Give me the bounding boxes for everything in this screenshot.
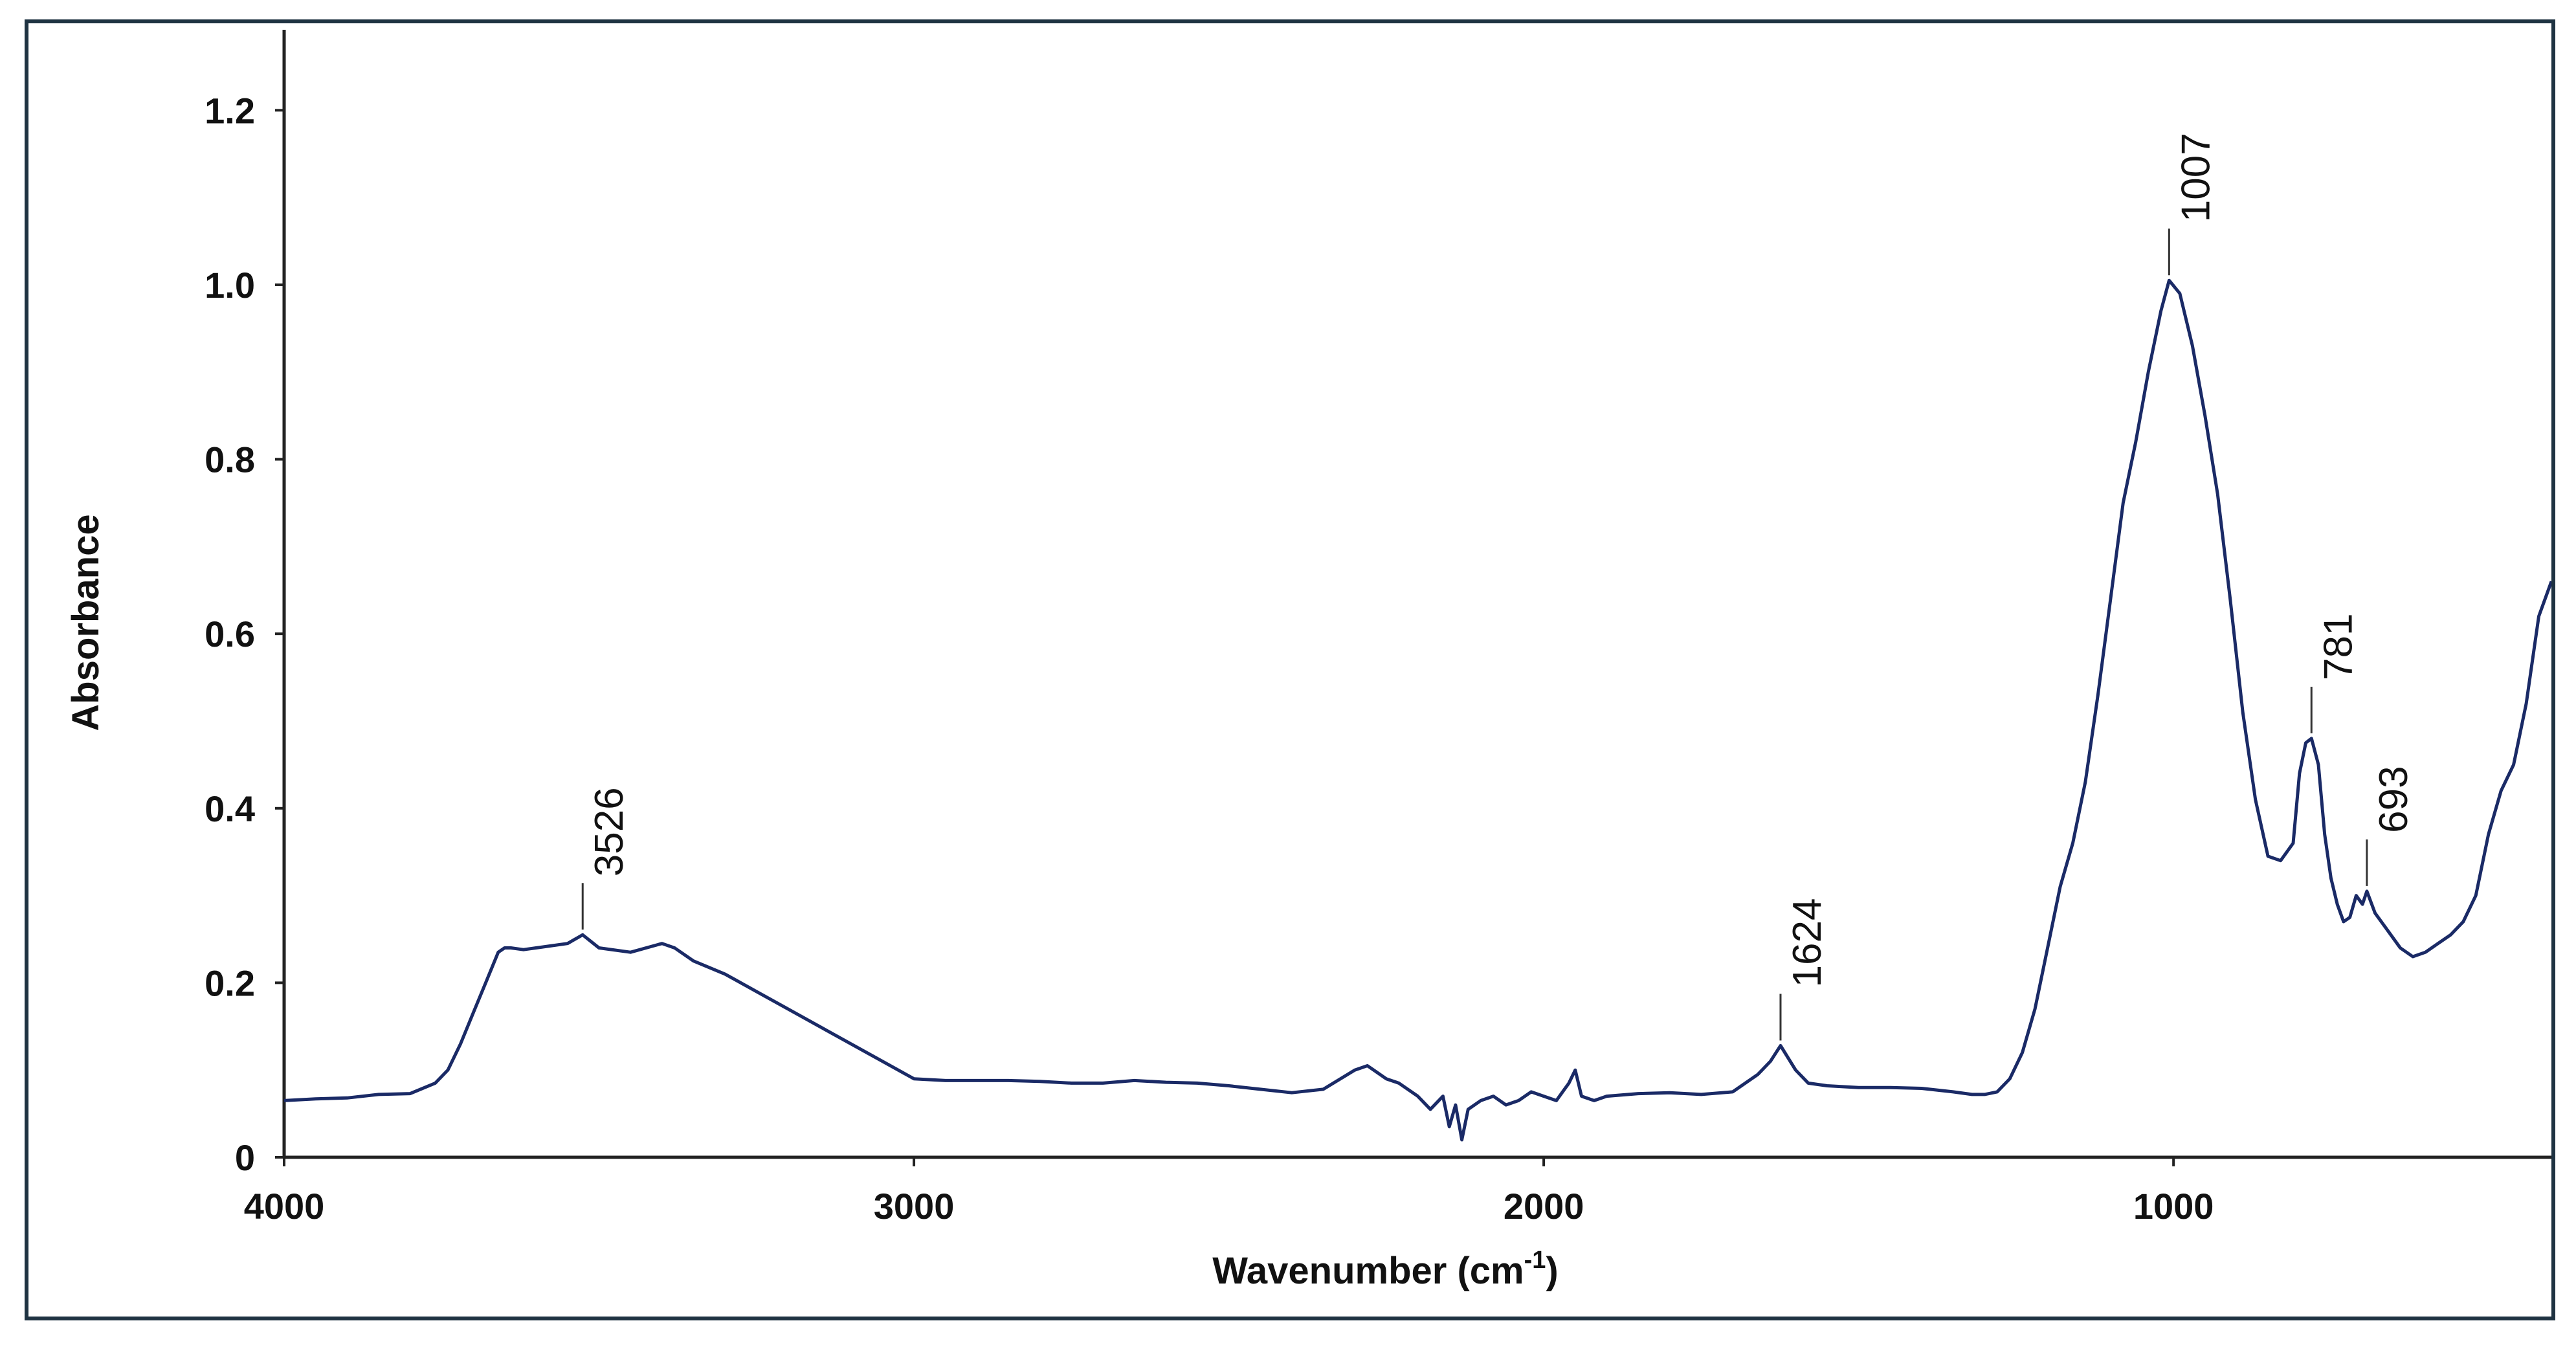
y-tick-label: 1.0 [205,265,255,306]
x-axis-title-close: ) [1546,1250,1558,1292]
chart-frame: 0 0.2 0.4 0.6 0.8 1.0 1.2 4000 3000 2000 1000 352… [25,19,2555,1320]
y-tick-label: 0.6 [205,614,255,654]
peak-label-1007: 1007 [2173,133,2218,222]
peak-label-781: 781 [2316,613,2360,680]
x-tick-label: 3000 [874,1186,955,1227]
y-tick-label: 0.8 [205,439,255,480]
y-axis-title: Absorbance [65,514,107,731]
y-tick-label: 0.2 [205,962,255,1003]
x-axis-title-superscript: -1 [1524,1247,1546,1274]
y-tick-label: 0.4 [205,788,255,829]
peak-label-1624: 1624 [1785,898,1830,988]
x-tick-label: 4000 [244,1186,325,1227]
absorbance-spectrum-chart: 0 0.2 0.4 0.6 0.8 1.0 1.2 4000 3000 2000 1000 352… [65,30,2551,1292]
y-ticks: 0 0.2 0.4 0.6 0.8 1.0 1.2 [205,90,284,1178]
x-axis-title-main: Wavenumber (cm [1212,1250,1524,1292]
x-ticks: 4000 3000 2000 1000 [244,1157,2214,1227]
peak-label-3526: 3526 [587,787,632,876]
peak-annotations: 3526 1624 1007 781 693 [581,133,2416,1041]
x-axis-title: Wavenumber (cm-1) [1212,1247,1558,1292]
y-tick-label: 0 [235,1137,255,1178]
x-tick-label: 1000 [2133,1186,2214,1227]
peak-label-693: 693 [2371,766,2416,832]
x-tick-label: 2000 [1504,1186,1584,1227]
y-tick-label: 1.2 [205,90,255,131]
absorbance-series-line [283,278,2551,1142]
